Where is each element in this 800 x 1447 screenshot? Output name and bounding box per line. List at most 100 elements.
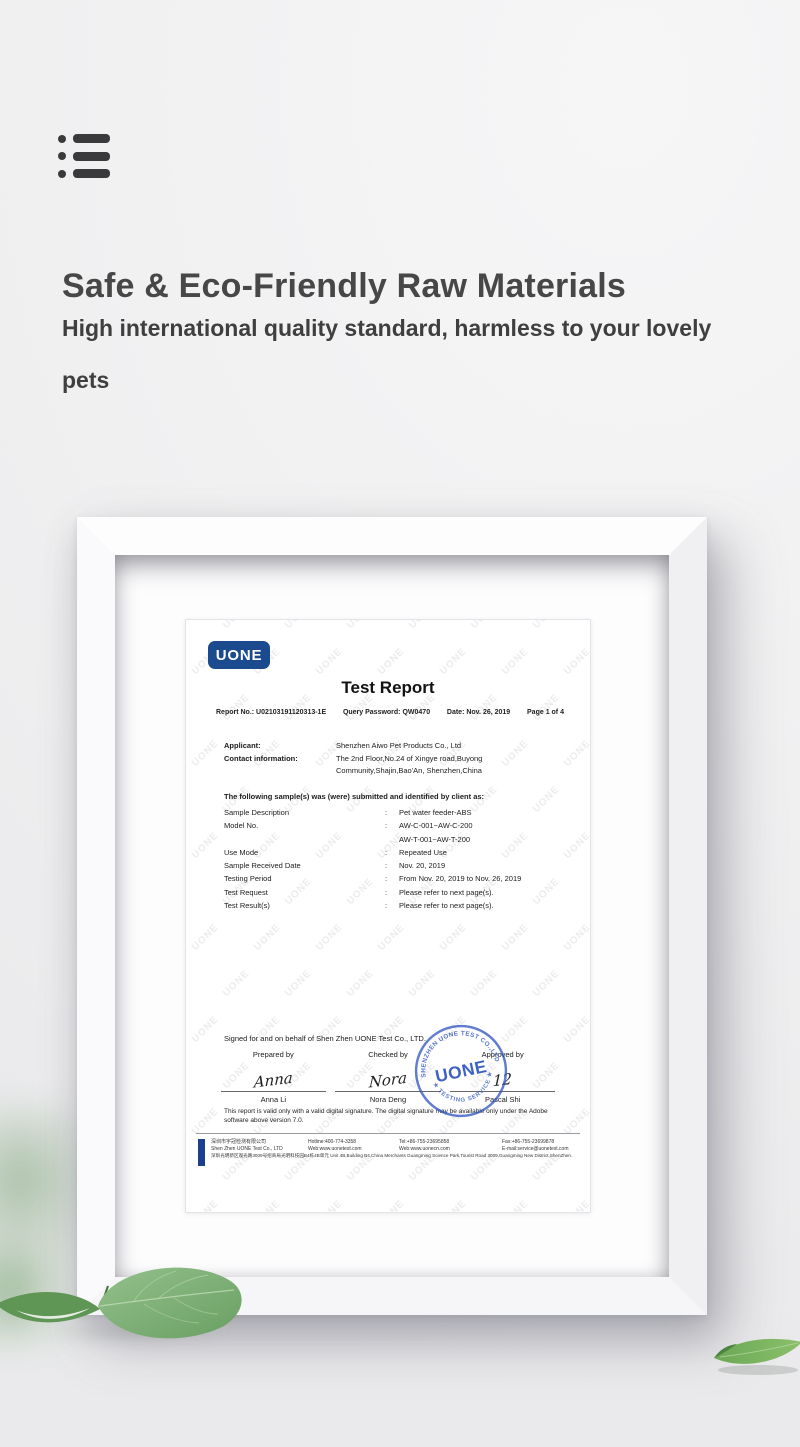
certificate-footer: 深圳市宇冠检测有限公司 Hotline:400-774-3358 Tel:+86… [198, 1139, 582, 1166]
signature-underline [449, 1091, 556, 1092]
watermark-text: UONE [189, 737, 221, 770]
watermark-text: UONE [468, 967, 500, 1000]
watermark-text: UONE [282, 967, 314, 1000]
table-row: Test Result(s) : Please refer to next pa… [224, 901, 494, 911]
leaf-curl [714, 1344, 737, 1358]
watermark-text: UONE [186, 875, 190, 908]
watermark-text: UONE [251, 921, 283, 954]
sample-details-table: Sample Description : Pet water feeder-AB… [224, 806, 574, 912]
watermark-text: UONE [499, 921, 531, 954]
leaf-ground-shadow [718, 1365, 798, 1375]
watermark-text: UONE [189, 829, 221, 862]
table-row: Test Request : Please refer to next page… [224, 887, 494, 897]
section-subheading: High international quality standard, har… [62, 315, 712, 393]
report-number: Report No.: U02103191120313-1E [216, 709, 327, 716]
green-leaf-right [714, 1338, 800, 1375]
watermark-text: UONE [313, 921, 345, 954]
leaf-vein [173, 1297, 219, 1315]
watermark-text: UONE [221, 620, 252, 631]
signature-prepared: Prepared by Anna Anna Li [216, 1050, 331, 1104]
samples-intro: The following sample(s) was (were) submi… [224, 792, 485, 801]
watermark-text: UONE [499, 645, 531, 678]
watermark-text: UONE [375, 921, 407, 954]
signature-handwriting: Anna [253, 1068, 293, 1092]
footer-line-3: 深圳光明新区观光路3009号招商局光明科技园B4栋4B单元 Unit 4B,Bu… [211, 1152, 573, 1158]
watermark-text: UONE [376, 1198, 407, 1212]
info-row: Contact information: The 2nd Floor,No.24… [224, 753, 554, 778]
watermark-text: UONE [375, 645, 407, 678]
applicant-value: Shenzhen Aiwo Pet Products Co., Ltd [336, 741, 462, 750]
watermark-text: UONE [500, 1198, 531, 1212]
applicant-label: Applicant: [224, 741, 261, 750]
table-row: Sample Received Date : Nov. 20, 2019 [224, 861, 446, 871]
watermark-text: UONE [407, 620, 438, 631]
footer-text: 深圳市宇冠检测有限公司 Hotline:400-774-3358 Tel:+86… [211, 1139, 582, 1166]
watermark-text: UONE [186, 967, 190, 1000]
certificate-title: Test Report [341, 678, 435, 697]
frame-mat: UONE UONE UONE UONE UONE UONE UONE UONE UONE UONE… [115, 555, 669, 1277]
contact-value: The 2nd Floor,No.24 of Xingye road,Buyon… [336, 753, 483, 776]
watermark-text: UONE [531, 620, 562, 631]
watermark-text: UONE [469, 620, 500, 631]
watermark-text: UONE [406, 967, 438, 1000]
table-row: Testing Period : From Nov. 20, 2019 to N… [224, 874, 522, 884]
watermark-text: UONE [252, 1198, 283, 1212]
watermark-text: UONE [186, 783, 190, 816]
frame-bezel [77, 517, 707, 1315]
watermark-text: UONE [190, 1198, 221, 1212]
leaf-main-blade [98, 1267, 242, 1339]
watermark-text: UONE [283, 620, 314, 631]
signed-on-behalf-line: Signed for and on behalf of Shen Zhen UO… [224, 1034, 426, 1043]
watermark-text: UONE [561, 645, 590, 678]
watermark-text: UONE [314, 1198, 345, 1212]
uone-stamp: SHENZHEN UONE TEST CO.,LTD ★ TESTING SER… [413, 1023, 508, 1118]
watermark-text: UONE [186, 1151, 190, 1184]
signature-underline [335, 1091, 441, 1092]
leaf-center-vein [99, 1289, 235, 1307]
report-meta-row: Report No.: U02103191120313-1E Query Pas… [186, 709, 590, 716]
signature-underline [220, 1091, 327, 1092]
uone-logo: UONE [208, 641, 270, 669]
table-row: Use Mode : Repeated Use [224, 847, 447, 857]
page-indicator: Page 1 of 4 [527, 709, 564, 716]
watermark-text: UONE [186, 1059, 190, 1092]
list-menu-icon[interactable] [58, 134, 112, 178]
validity-disclaimer: This report is valid only with a valid d… [224, 1108, 548, 1124]
report-date: Date: Nov. 26, 2019 [446, 709, 511, 716]
watermark-text: UONE [186, 620, 190, 631]
watermark-text: UONE [189, 921, 221, 954]
watermark-text: UONE [562, 1198, 590, 1212]
stamp-center-text: UONE [433, 1056, 488, 1086]
leaf-twist-highlight [16, 1308, 90, 1319]
contact-label: Contact information: [224, 753, 298, 763]
footer-line-2: Shen Zhen UONE Test Co., LTD Web:www.uon… [211, 1145, 569, 1152]
leaf-vein [158, 1274, 209, 1299]
watermark-text: UONE [437, 645, 469, 678]
watermark-text: UONE [561, 737, 590, 770]
section-heading: Safe & Eco-Friendly Raw Materials [62, 266, 626, 305]
watermark-text: UONE [344, 967, 376, 1000]
footer-blue-bar [198, 1139, 205, 1166]
signature-checked: Checked by Nora Nora Deng [331, 1050, 446, 1104]
table-row: AW-T-001~AW-T-200 [399, 834, 471, 844]
watermark-text: UONE [561, 1013, 590, 1046]
table-row: Sample Description : Pet water feeder-AB… [224, 808, 472, 817]
applicant-info-block: Applicant: Shenzhen Aiwo Pet Products Co… [224, 740, 554, 778]
watermark-text: UONE [189, 1013, 221, 1046]
signature-handwriting: Nora [368, 1068, 408, 1092]
menu-icon-row [58, 151, 112, 161]
certificate-paper: UONE UONE UONE UONE UONE UONE UONE UONE UONE UONE… [185, 619, 591, 1213]
menu-icon-row [58, 169, 112, 178]
menu-icon-row [58, 134, 112, 143]
green-leaves-left [0, 1267, 242, 1339]
query-password: Query Password: QW0470 [342, 709, 431, 716]
picture-frame: UONE UONE UONE UONE UONE UONE UONE UONE UONE UONE… [77, 517, 707, 1315]
watermark-text: UONE [437, 921, 469, 954]
info-row: Applicant: Shenzhen Aiwo Pet Products Co… [224, 740, 554, 753]
leaf-vein [143, 1303, 200, 1324]
footer-divider [196, 1133, 580, 1134]
watermark-text: UONE [561, 921, 590, 954]
table-row: Model No. : AW-C-001~AW-C-200 [224, 821, 473, 831]
leaf-vein [133, 1270, 177, 1302]
watermark-text: UONE [438, 1198, 469, 1212]
